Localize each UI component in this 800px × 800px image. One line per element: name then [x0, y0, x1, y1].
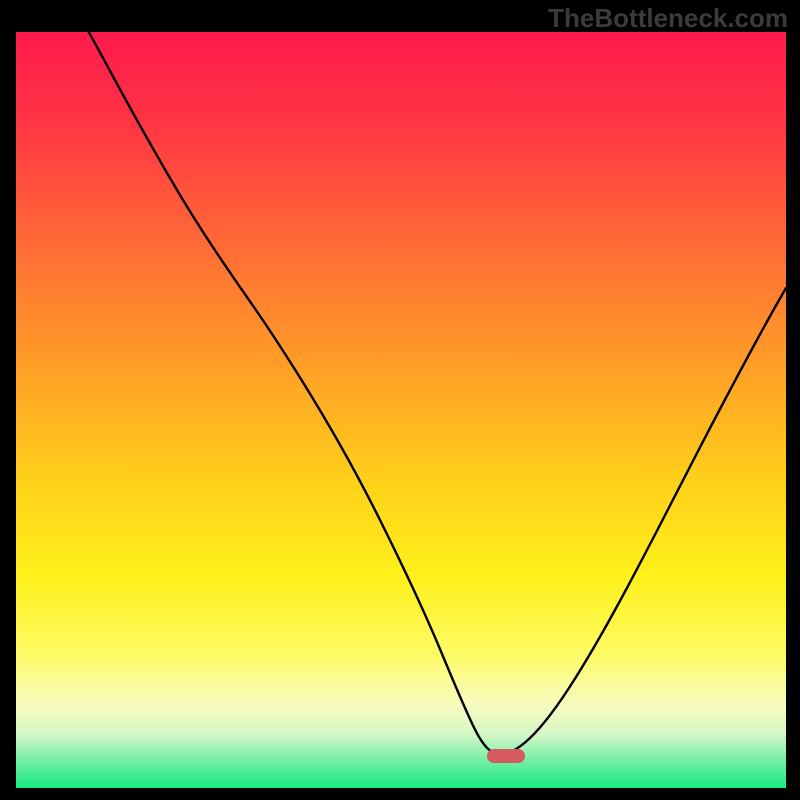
v-curve — [16, 32, 786, 788]
v-curve-path — [71, 32, 786, 754]
plot-area — [16, 32, 786, 788]
chart-stage: { "canvas": { "width": 800, "height": 80… — [0, 0, 800, 800]
watermark-text: TheBottleneck.com — [548, 3, 788, 34]
bottleneck-marker — [487, 749, 525, 763]
